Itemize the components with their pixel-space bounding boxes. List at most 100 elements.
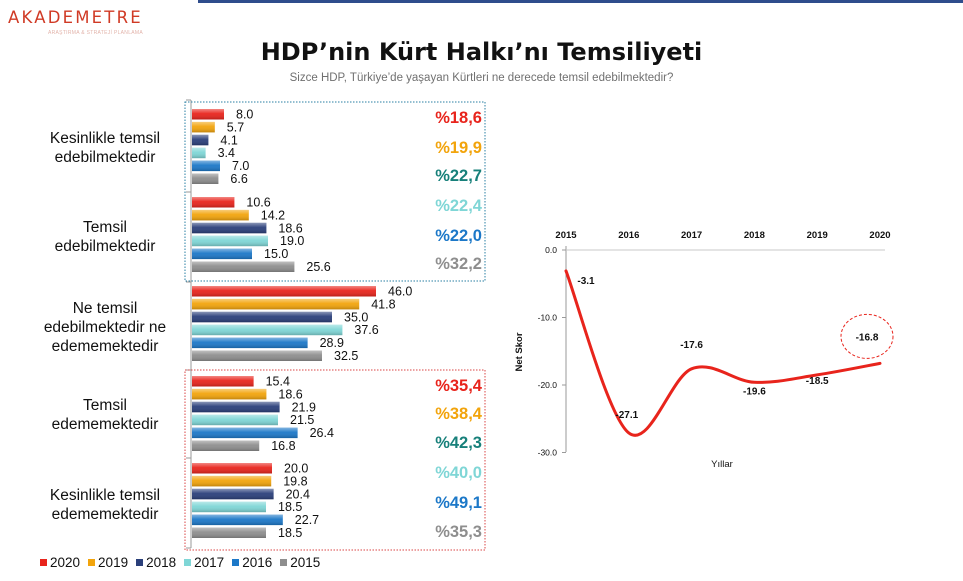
legend-item-2018: 2018	[136, 555, 176, 570]
bar-shading	[192, 235, 268, 247]
net-score-line	[564, 269, 882, 437]
y-tick-label: -10.0	[538, 313, 558, 323]
bar-chart: 8.05.74.13.47.06.610.614.218.619.015.025…	[184, 99, 486, 551]
bar-value-label: 21.5	[290, 413, 314, 427]
page-subtitle: Sizce HDP, Türkiye’de yaşayan Kürtleri n…	[289, 72, 674, 84]
bar-shading	[192, 324, 343, 336]
category-label-line: edebilmektedir ne	[43, 318, 167, 336]
bar-shading	[192, 427, 298, 439]
bar-value-label: 25.6	[306, 260, 330, 274]
legend-item-2016: 2016	[232, 555, 272, 570]
legend-swatch	[184, 559, 192, 566]
category-label: Temsil edebilmektedir	[25, 218, 185, 256]
bar-shading	[192, 286, 376, 297]
bar-value-label: 3.4	[218, 146, 235, 160]
bar-value-label: 18.6	[278, 387, 302, 401]
category-label-line: edememektedir	[51, 416, 159, 433]
legend-swatch	[40, 559, 47, 566]
legend-label: 2016	[242, 555, 273, 570]
bar-shading	[192, 463, 272, 474]
y-tick-label: -30.0	[538, 448, 558, 458]
x-axis-title: Yıllar	[711, 459, 733, 470]
bar-shading	[192, 376, 254, 387]
category-label-line: edememektedir	[51, 337, 159, 355]
legend-item-2020: 2020	[40, 555, 80, 570]
data-point-label: -19.6	[743, 386, 766, 397]
positive-total-2015: %32,2	[435, 255, 482, 273]
positive-total-2020: %18,6	[435, 109, 482, 127]
category-label: Ne temsil edebilmektedir ne edememektedir	[25, 299, 185, 356]
bar-value-label: 16.8	[271, 439, 295, 453]
bar-shading	[192, 209, 249, 221]
line-chart: 0.0 -10.0 -20.0 -30.0 2015 2016 2017 2018 2019 20…	[514, 230, 894, 470]
bar-value-label: 26.4	[310, 426, 334, 440]
bar-value-label: 21.9	[292, 400, 316, 414]
positive-group-box	[184, 101, 486, 282]
legend-item-2015: 2015	[280, 555, 320, 570]
bar-shading	[192, 440, 260, 451]
negative-total-2020: %35,4	[435, 377, 482, 395]
bar-value-label: 7.0	[232, 159, 249, 173]
category-label: Kesinlikle temsil edememektedir	[25, 486, 185, 524]
bar-shading	[192, 261, 295, 272]
bar-value-label: 28.9	[320, 336, 344, 350]
data-point-label: -27.1	[615, 410, 638, 421]
y-tick-label: 0.0	[545, 245, 557, 255]
bar-value-label: 4.1	[220, 133, 237, 147]
legend-label: 2017	[194, 555, 225, 570]
bar-shading	[192, 350, 322, 361]
legend-label: 2019	[98, 555, 129, 570]
legend-label: 2020	[50, 555, 81, 570]
legend-label: 2015	[290, 555, 321, 570]
bar-value-label: 10.6	[246, 196, 270, 210]
bar-shading	[192, 388, 267, 400]
positive-total-2018: %22,7	[435, 167, 482, 185]
bar-shading	[192, 222, 267, 234]
negative-total-2016: %49,1	[435, 494, 482, 512]
category-label-line: Kesinlikle temsil	[49, 487, 161, 504]
bar-shading	[192, 514, 283, 526]
bar-value-label: 14.2	[261, 208, 285, 222]
legend-item-2019: 2019	[88, 555, 128, 570]
x-tick-label: 2018	[744, 230, 765, 241]
bar-value-label: 6.6	[230, 172, 247, 186]
legend-label: 2018	[146, 555, 177, 570]
bar-value-label: 20.4	[286, 487, 310, 501]
data-point-label: -18.5	[806, 376, 829, 387]
category-label-line: edebilmektedir	[54, 238, 156, 255]
bar-shading	[192, 311, 332, 323]
top-border-line	[198, 0, 963, 3]
category-label-line: edememektedir	[51, 506, 159, 523]
category-label-line: edebilmektedir	[54, 149, 156, 166]
bar-value-label: 19.0	[280, 234, 304, 248]
negative-group-box	[184, 369, 486, 551]
negative-total-2017: %40,0	[435, 464, 482, 482]
positive-total-2016: %22,0	[435, 227, 482, 245]
y-axis-title: Net Skor	[514, 332, 525, 371]
bar-value-label: 32.5	[334, 349, 358, 363]
bar-shading	[192, 121, 215, 133]
y-tick-label: -20.0	[538, 380, 558, 390]
bar-shading	[192, 134, 209, 146]
data-point-label: -3.1	[577, 276, 595, 287]
legend-swatch	[280, 559, 288, 566]
x-tick-label: 2016	[618, 230, 639, 241]
negative-total-2015: %35,3	[435, 523, 482, 541]
bar-shading	[192, 197, 235, 208]
category-label: Kesinlikle temsil edebilmektedir	[25, 129, 185, 167]
page-title: HDP’nin Kürt Halkı’nı Temsiliyeti	[260, 38, 703, 66]
category-label-line: Ne temsil	[72, 299, 138, 317]
bar-value-label: 18.6	[278, 221, 302, 235]
x-tick-label: 2017	[681, 230, 702, 241]
bar-value-label: 22.7	[295, 513, 319, 527]
bar-value-label: 18.5	[278, 526, 302, 540]
category-label: Temsil edememektedir	[25, 396, 185, 434]
category-label-line: Temsil	[83, 397, 127, 414]
bar-shading	[192, 248, 252, 260]
legend-swatch	[136, 559, 144, 566]
negative-total-2018: %42,3	[435, 434, 482, 452]
bar-value-label: 5.7	[227, 120, 244, 134]
bar-value-label: 35.0	[344, 310, 368, 324]
bar-value-label: 46.0	[388, 285, 412, 299]
